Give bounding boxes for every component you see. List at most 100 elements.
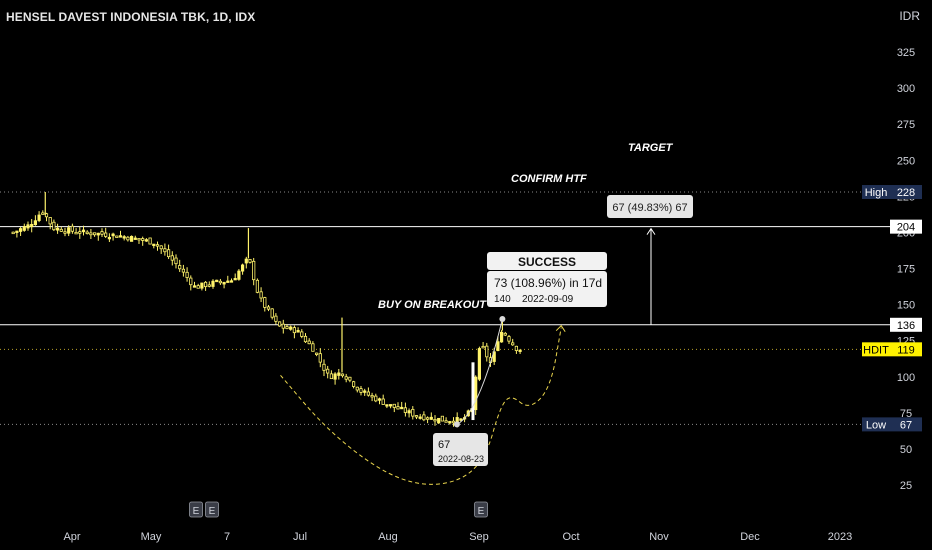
event-marker[interactable]	[474, 501, 488, 518]
x-tick-label: Apr	[63, 531, 80, 543]
candle-body	[30, 224, 34, 228]
candle-body	[166, 249, 171, 258]
candle-body	[285, 326, 289, 330]
y-tick-label: 250	[897, 155, 915, 167]
low-box-date: 2022-08-23	[438, 454, 484, 464]
candle-body	[392, 403, 396, 408]
x-tick-label: Dec	[740, 531, 760, 543]
low-badge-value: 67	[900, 419, 912, 431]
candle-body	[514, 345, 518, 351]
candle-body	[15, 230, 19, 233]
peak-point-dot	[499, 316, 506, 323]
resistance-badge-value: 204	[897, 222, 915, 234]
low-point-dot	[453, 421, 460, 428]
candle-body	[74, 231, 78, 235]
measure-line	[456, 318, 503, 425]
candle-body	[314, 352, 319, 355]
low-badge-tag-label: Low	[866, 419, 886, 431]
candle-body	[52, 221, 56, 231]
event-marker[interactable]	[189, 501, 203, 518]
candle-body	[481, 345, 485, 349]
target-label: TARGET	[628, 142, 674, 154]
candle-body	[437, 417, 441, 424]
candle-body	[355, 386, 359, 391]
candle-body	[274, 315, 278, 322]
candle-body	[137, 237, 141, 241]
x-tick-label: May	[141, 531, 162, 543]
x-tick-label: 2023	[828, 531, 852, 543]
candle-body	[44, 213, 49, 218]
candle-body	[81, 229, 86, 233]
candle-body	[326, 368, 330, 374]
candle-body	[155, 244, 160, 247]
success-title: SUCCESS	[518, 255, 576, 269]
candle-body	[144, 239, 148, 242]
candle-body	[289, 326, 293, 330]
candle-body	[311, 343, 315, 352]
high-badge-tag-label: High	[865, 187, 888, 199]
last-badge-tag	[862, 342, 890, 357]
success-title-box	[487, 252, 607, 270]
candle-body	[200, 282, 204, 289]
y-tick-label: 25	[900, 480, 912, 492]
high-badge-tag	[862, 185, 890, 200]
last-badge-value: 119	[897, 344, 915, 356]
breakout-candle	[471, 362, 475, 421]
candle-body	[411, 408, 415, 417]
candle-body	[477, 348, 481, 380]
candle-body	[303, 335, 308, 343]
candle-body	[67, 227, 71, 234]
candle-body	[422, 414, 426, 421]
candle-body	[133, 237, 137, 240]
candle-body	[248, 259, 252, 263]
candle-body	[266, 306, 271, 310]
candle-body	[474, 376, 478, 411]
cup-curve-arrow	[555, 324, 566, 332]
candle-body	[440, 415, 444, 422]
y-tick-label: 275	[897, 119, 915, 131]
candle-body	[277, 321, 282, 327]
low-badge-value-box	[890, 417, 922, 432]
candle-body	[11, 231, 15, 235]
candle-body	[129, 235, 134, 242]
candle-body	[444, 420, 448, 423]
candle-body	[222, 281, 226, 285]
candle-body	[170, 255, 174, 261]
candle-body	[448, 421, 452, 424]
candle-body	[270, 308, 274, 318]
candle-body	[104, 232, 108, 237]
candle-body	[459, 418, 463, 421]
event-marker-label: E	[193, 506, 200, 517]
candle-body	[189, 277, 193, 286]
candle-body	[344, 376, 348, 380]
y-tick-label: 100	[897, 372, 915, 384]
candle-body	[163, 248, 167, 253]
y-tick-label: 325	[897, 47, 915, 59]
candle-body	[48, 217, 52, 225]
candles	[11, 210, 522, 428]
candle-body	[451, 420, 456, 424]
candle-body	[503, 332, 507, 336]
candle-body	[181, 268, 185, 273]
event-marker-label: E	[209, 506, 216, 517]
candle-body	[96, 232, 100, 236]
candle-body	[59, 228, 63, 232]
candle-body	[152, 243, 156, 247]
event-marker[interactable]	[205, 501, 219, 518]
candle-body	[203, 281, 208, 288]
candle-body	[33, 220, 37, 226]
candle-body	[263, 297, 267, 308]
high-badge-value-box	[890, 185, 922, 200]
confirm-label: CONFIRM HTF	[511, 173, 587, 185]
x-tick-label: Nov	[649, 531, 669, 543]
candle-body	[518, 349, 522, 352]
candle-body	[111, 233, 115, 237]
candle-body	[322, 363, 326, 371]
candle-body	[89, 232, 93, 236]
candle-body	[244, 258, 248, 264]
candle-body	[122, 236, 126, 239]
candle-body	[381, 398, 385, 405]
candle-body	[425, 417, 430, 420]
breakout-badge	[890, 317, 922, 332]
